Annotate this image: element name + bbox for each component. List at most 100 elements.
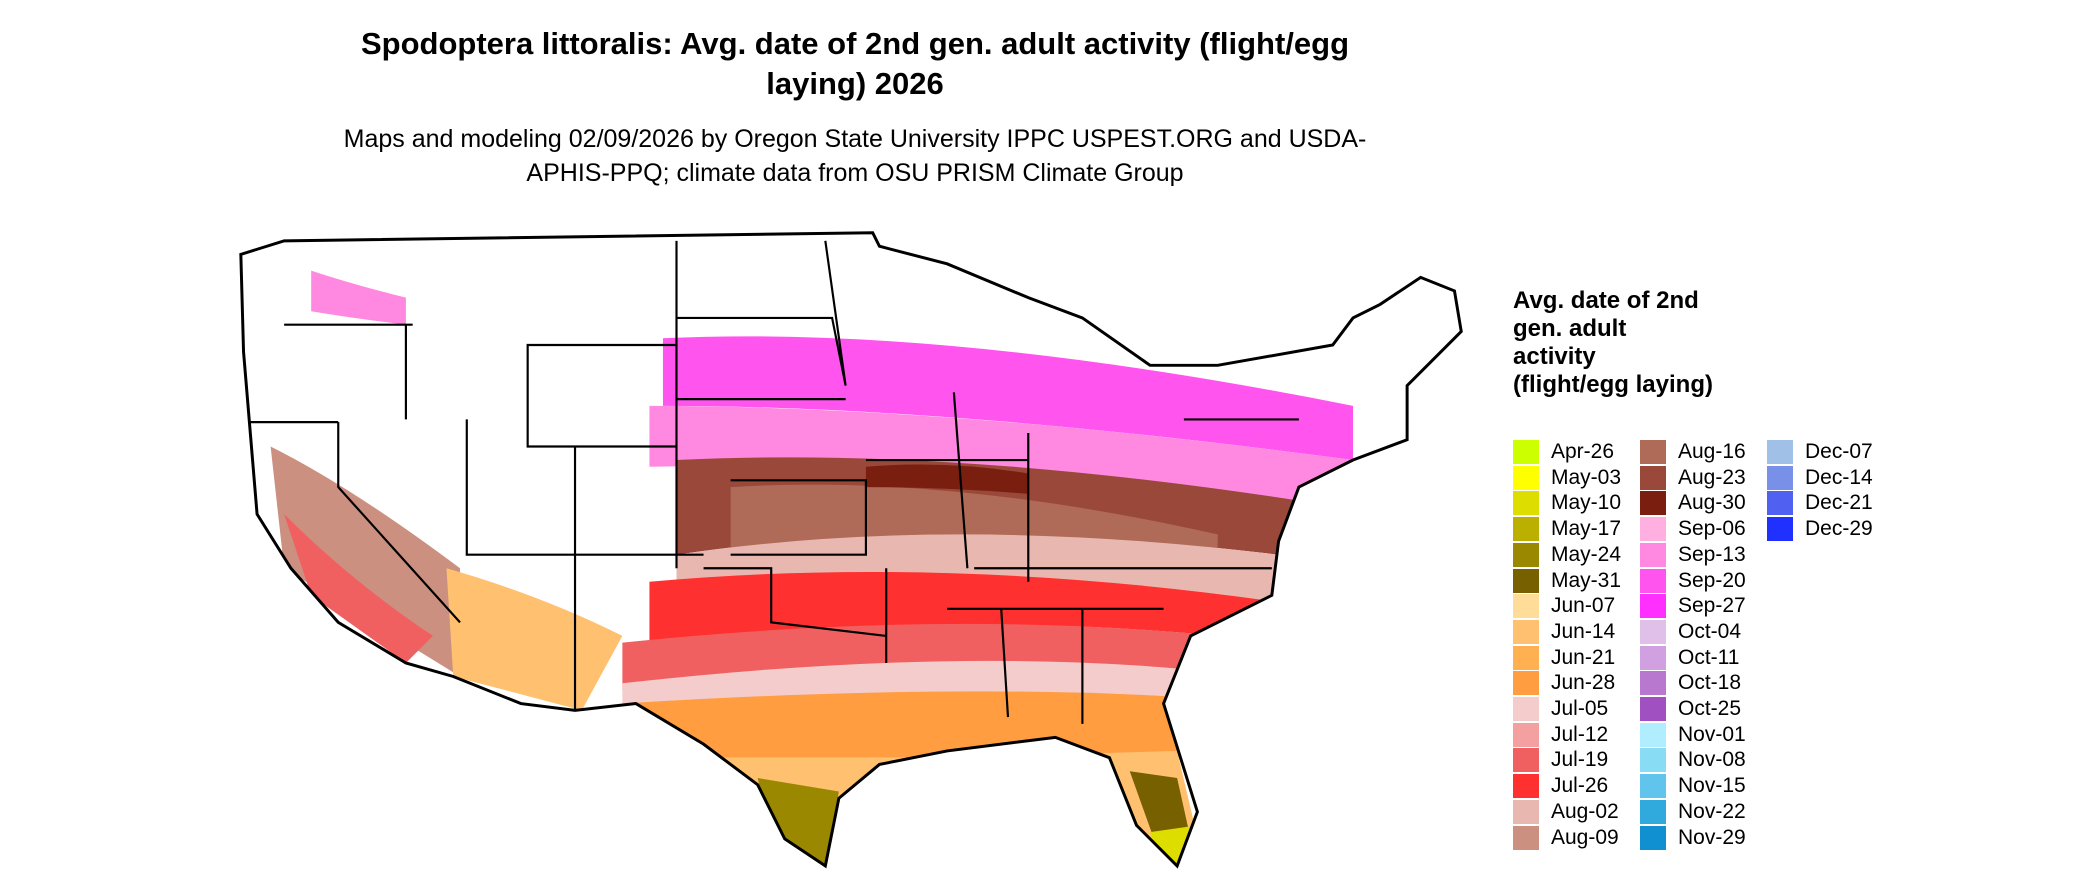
legend-swatch xyxy=(1513,594,1539,619)
legend-item: Jul-05 xyxy=(1513,697,1608,721)
legend-item: Oct-04 xyxy=(1640,619,1742,644)
legend-item: Oct-25 xyxy=(1640,697,1741,721)
legend-label: Aug-16 xyxy=(1678,440,1746,463)
legend-title: Avg. date of 2nd gen. adult activity (fl… xyxy=(1513,287,1713,398)
legend-label: Sep-13 xyxy=(1678,542,1746,566)
legend-item: Aug-09 xyxy=(1513,825,1619,850)
legend-item: Nov-22 xyxy=(1640,799,1746,824)
legend-swatch xyxy=(1640,671,1666,696)
map xyxy=(239,231,1463,868)
legend-swatch xyxy=(1640,722,1666,747)
legend-label: Jun-14 xyxy=(1551,619,1616,643)
state-borders xyxy=(250,240,1299,724)
legend-swatch xyxy=(1767,517,1793,542)
legend-label: Jul-05 xyxy=(1551,697,1609,720)
legend-item: Sep-20 xyxy=(1640,568,1746,593)
legend-item: May-31 xyxy=(1513,568,1621,593)
legend-label: Jul-19 xyxy=(1551,748,1609,772)
legend-item: Dec-14 xyxy=(1767,465,1873,490)
legend-swatch xyxy=(1513,671,1539,696)
legend-item: Apr-26 xyxy=(1513,440,1614,464)
legend-swatch xyxy=(1513,542,1539,567)
legend-label: Jul-26 xyxy=(1551,774,1609,798)
legend-label: Nov-15 xyxy=(1678,774,1746,798)
legend-item: May-10 xyxy=(1513,491,1622,516)
zone xyxy=(311,270,406,325)
legend-label: Dec-21 xyxy=(1805,491,1873,515)
legend-item: May-24 xyxy=(1513,542,1622,567)
zone xyxy=(865,464,1029,494)
zone xyxy=(270,446,461,677)
legend-label: Sep-20 xyxy=(1678,568,1746,592)
border xyxy=(250,240,1299,724)
legend-label: May-24 xyxy=(1551,542,1622,566)
legend-label: Oct-25 xyxy=(1678,697,1742,720)
legend-label: Oct-04 xyxy=(1678,619,1742,643)
legend-swatch xyxy=(1640,568,1666,593)
legend-swatch xyxy=(1640,491,1666,516)
legend-item: Oct-11 xyxy=(1640,645,1740,670)
legend-swatch xyxy=(1513,697,1539,721)
legend-swatch xyxy=(1767,465,1793,490)
legend-swatch xyxy=(1513,722,1539,747)
legend-swatch xyxy=(1767,491,1793,516)
legend-label: Apr-26 xyxy=(1551,440,1615,463)
legend-item: May-17 xyxy=(1513,517,1622,542)
legend-label: May-17 xyxy=(1551,517,1622,541)
legend-label: Aug-09 xyxy=(1551,825,1619,849)
legend-swatch xyxy=(1513,619,1539,644)
legend-swatch xyxy=(1640,748,1666,773)
legend-label: May-10 xyxy=(1551,491,1622,515)
legend-swatch xyxy=(1640,697,1666,721)
legend-swatch xyxy=(1513,825,1539,850)
legend-label: Nov-29 xyxy=(1678,825,1746,849)
legend-item: Aug-02 xyxy=(1513,799,1619,824)
legend-swatch xyxy=(1640,645,1666,670)
legend-item: Nov-29 xyxy=(1640,825,1746,850)
legend-item: Nov-08 xyxy=(1640,748,1746,773)
legend-swatch xyxy=(1513,465,1539,490)
zone xyxy=(284,514,433,663)
legend-item: Nov-15 xyxy=(1640,774,1746,799)
legend-item: Jun-14 xyxy=(1513,619,1616,644)
legend-swatch xyxy=(1640,542,1666,567)
legend-label: Sep-06 xyxy=(1678,517,1746,541)
legend-label: Dec-29 xyxy=(1805,517,1873,541)
legend-label: Oct-11 xyxy=(1678,645,1740,669)
legend-swatch xyxy=(1513,517,1539,542)
map-body xyxy=(239,231,1463,868)
legend: Apr-26 May-03 May-10 May-17 May-24 May-31 Jun-… xyxy=(1513,440,2073,850)
legend-item: May-03 xyxy=(1513,465,1621,490)
legend-item: Dec-21 xyxy=(1767,491,1873,516)
legend-swatch xyxy=(1513,645,1539,670)
legend-item: Jul-26 xyxy=(1513,774,1609,799)
legend-item: Aug-30 xyxy=(1640,491,1746,516)
legend-swatch xyxy=(1513,799,1539,824)
legend-label: Jun-21 xyxy=(1551,645,1616,669)
legend-item: Dec-07 xyxy=(1767,440,1873,464)
legend-label: Dec-14 xyxy=(1805,465,1873,489)
legend-label: Dec-07 xyxy=(1805,440,1873,463)
legend-item: Aug-16 xyxy=(1640,440,1746,464)
legend-swatch xyxy=(1513,774,1539,799)
legend-label: Nov-01 xyxy=(1678,722,1746,746)
legend-swatch xyxy=(1513,491,1539,516)
legend-label: Sep-27 xyxy=(1678,594,1746,618)
legend-item: Dec-29 xyxy=(1767,517,1873,542)
legend-swatch xyxy=(1640,825,1666,850)
legend-label: Jul-12 xyxy=(1551,722,1609,746)
legend-item: Sep-13 xyxy=(1640,542,1746,567)
legend-item: Jul-19 xyxy=(1513,748,1609,773)
map-title: Spodoptera littoralis: Avg. date of 2nd … xyxy=(360,26,1350,101)
legend-swatch xyxy=(1640,517,1666,542)
legend-label: Aug-02 xyxy=(1551,799,1619,823)
legend-item: Jun-28 xyxy=(1513,671,1616,696)
legend-swatch xyxy=(1640,799,1666,824)
legend-swatch xyxy=(1767,440,1793,464)
legend-swatch xyxy=(1513,748,1539,773)
zone xyxy=(757,777,839,866)
legend-swatch xyxy=(1513,568,1539,593)
legend-label: Jun-28 xyxy=(1551,671,1616,695)
legend-item: Sep-27 xyxy=(1640,594,1746,619)
